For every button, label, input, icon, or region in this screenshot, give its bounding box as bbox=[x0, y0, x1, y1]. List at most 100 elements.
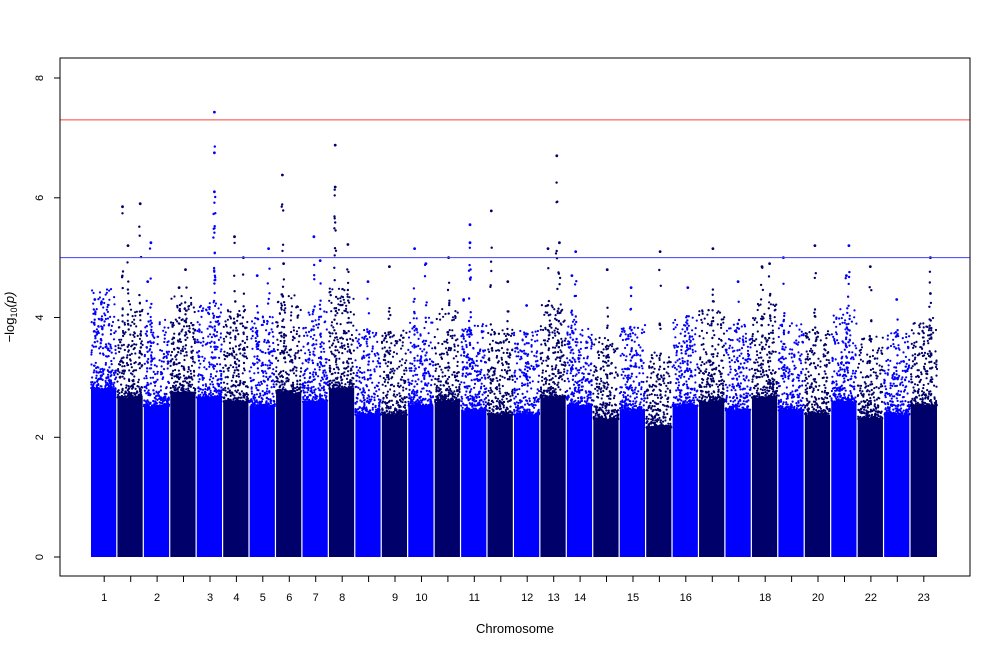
snp-point bbox=[178, 322, 181, 325]
snp-point bbox=[145, 387, 148, 390]
snp-point bbox=[524, 395, 527, 399]
chromosome-17-dense-band bbox=[514, 414, 540, 557]
snp-point bbox=[460, 404, 463, 407]
snp-point bbox=[256, 335, 259, 338]
snp-point bbox=[183, 334, 187, 337]
snp-point bbox=[347, 330, 350, 333]
snp-point bbox=[256, 361, 259, 364]
snp-point bbox=[97, 371, 100, 374]
snp-point bbox=[531, 405, 534, 408]
snp-point bbox=[269, 350, 272, 354]
snp-point bbox=[154, 384, 157, 387]
snp-point bbox=[211, 312, 214, 315]
snp-point bbox=[281, 285, 285, 288]
snp-point bbox=[102, 306, 105, 309]
snp-point bbox=[352, 349, 355, 352]
snp-point bbox=[503, 376, 506, 379]
snp-point bbox=[175, 391, 179, 394]
snp-point bbox=[268, 390, 271, 393]
snp-point bbox=[186, 370, 189, 373]
snp-point bbox=[403, 372, 406, 376]
snp-point bbox=[231, 347, 235, 350]
snp-point bbox=[296, 383, 299, 386]
peak-snp-point bbox=[146, 280, 150, 283]
snp-point bbox=[174, 391, 177, 394]
snp-point bbox=[558, 283, 561, 286]
snp-point bbox=[334, 371, 337, 374]
snp-point bbox=[278, 312, 281, 315]
snp-point bbox=[437, 375, 440, 378]
snp-point bbox=[268, 359, 271, 362]
snp-point bbox=[468, 341, 472, 345]
snp-point bbox=[400, 334, 403, 337]
snp-point bbox=[462, 335, 465, 338]
snp-point bbox=[149, 340, 152, 343]
snp-point bbox=[332, 342, 335, 345]
snp-point bbox=[554, 346, 557, 349]
snp-point bbox=[523, 408, 526, 411]
snp-point bbox=[321, 365, 324, 368]
snp-point bbox=[313, 278, 316, 281]
snp-point bbox=[275, 383, 278, 386]
snp-point bbox=[449, 389, 452, 392]
snp-point bbox=[548, 383, 551, 386]
snp-point bbox=[158, 359, 161, 362]
snp-point bbox=[139, 388, 142, 391]
snp-point bbox=[444, 347, 448, 350]
snp-point bbox=[203, 357, 206, 360]
snp-point bbox=[465, 366, 468, 369]
snp-point bbox=[167, 360, 170, 363]
snp-point bbox=[154, 373, 157, 376]
snp-point bbox=[423, 348, 426, 351]
snp-point bbox=[422, 397, 425, 400]
snp-point bbox=[238, 392, 241, 395]
snp-point bbox=[579, 341, 583, 344]
snp-point bbox=[570, 324, 573, 327]
snp-point bbox=[128, 369, 131, 372]
snp-point bbox=[118, 338, 121, 341]
snp-point bbox=[519, 329, 522, 333]
snp-point bbox=[101, 347, 105, 350]
snp-point bbox=[232, 374, 235, 377]
snp-point bbox=[369, 369, 372, 372]
snp-point bbox=[501, 411, 504, 414]
snp-point bbox=[296, 344, 299, 348]
snp-point bbox=[495, 349, 498, 352]
snp-point bbox=[454, 376, 457, 379]
snp-point bbox=[485, 396, 488, 399]
snp-point bbox=[577, 358, 580, 361]
snp-point bbox=[443, 394, 447, 397]
snp-point bbox=[290, 297, 293, 300]
snp-point bbox=[319, 315, 323, 318]
snp-point bbox=[488, 375, 491, 378]
snp-point bbox=[123, 395, 127, 398]
snp-point bbox=[233, 290, 236, 293]
snp-point bbox=[190, 303, 193, 306]
snp-point bbox=[520, 355, 523, 358]
snp-point bbox=[93, 381, 97, 384]
snp-point bbox=[211, 351, 214, 354]
snp-point bbox=[169, 373, 172, 376]
chromosome-6-dense-band bbox=[223, 401, 249, 557]
snp-point bbox=[292, 372, 296, 375]
snp-point bbox=[109, 333, 112, 336]
snp-point bbox=[103, 301, 106, 305]
snp-point bbox=[471, 367, 474, 370]
snp-point bbox=[108, 349, 111, 352]
snp-point bbox=[108, 298, 111, 301]
snp-point bbox=[424, 382, 427, 385]
snp-point bbox=[533, 367, 537, 370]
snp-point bbox=[188, 380, 191, 383]
snp-point bbox=[208, 325, 211, 328]
snp-point bbox=[513, 410, 516, 413]
peak-snp-point bbox=[267, 247, 270, 251]
snp-point bbox=[497, 349, 500, 352]
snp-point bbox=[302, 400, 305, 403]
snp-point bbox=[154, 401, 157, 404]
snp-point bbox=[117, 369, 120, 372]
snp-point bbox=[222, 370, 225, 373]
snp-point bbox=[242, 305, 245, 308]
snp-point bbox=[461, 372, 465, 375]
snp-point bbox=[282, 301, 286, 304]
snp-point bbox=[226, 309, 229, 312]
